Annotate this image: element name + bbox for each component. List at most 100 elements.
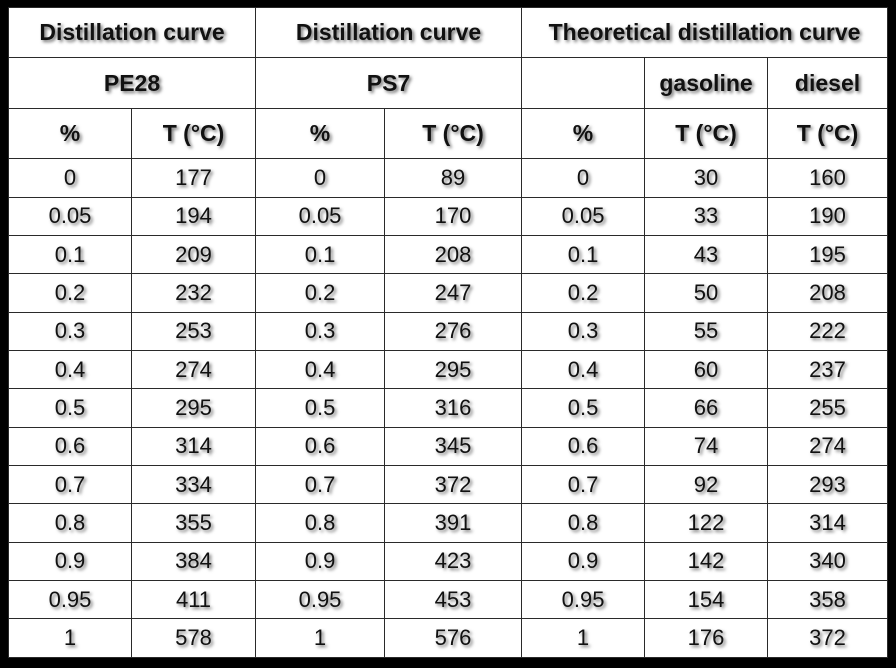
cell-theoretical-pct: 1 — [521, 618, 646, 658]
table-row: 0 177 0 89 0 30 160 — [8, 158, 889, 198]
cell-ps7-pct: 0.4 — [255, 350, 386, 390]
cell-gasoline-temp: 66 — [644, 388, 769, 428]
cell-gasoline-temp: 74 — [644, 426, 769, 467]
cell-diesel-temp: 274 — [767, 426, 889, 467]
cell-gasoline-temp: 176 — [644, 618, 769, 658]
cell-pe28-temp: 411 — [130, 580, 257, 620]
cell-diesel-temp: 208 — [767, 273, 889, 313]
cell-pe28-pct: 0.6 — [8, 426, 132, 467]
cell-pe28-temp: 209 — [130, 235, 257, 275]
sample-header-pe28: PE28 — [7, 57, 257, 109]
sample-header-diesel: diesel — [767, 57, 889, 109]
header-row-units: % T (°C) % T (°C) % T (°C) T (°C) — [8, 107, 889, 160]
cell-theoretical-pct: 0.05 — [521, 196, 646, 237]
cell-ps7-pct: 0.3 — [255, 311, 386, 352]
cell-ps7-temp: 89 — [384, 158, 523, 198]
cell-theoretical-pct: 0.6 — [521, 426, 646, 467]
cell-theoretical-pct: 0.8 — [521, 503, 646, 543]
cell-pe28-temp: 384 — [130, 541, 257, 582]
cell-ps7-temp: 316 — [384, 388, 523, 428]
cell-ps7-temp: 247 — [384, 273, 523, 313]
cell-ps7-temp: 208 — [384, 235, 523, 275]
group-header-pe28: Distillation curve — [7, 6, 257, 59]
cell-pe28-temp: 314 — [130, 426, 257, 467]
cell-diesel-temp: 222 — [767, 311, 889, 352]
table-row: 0.9 384 0.9 423 0.9 142 340 — [8, 541, 889, 582]
cell-pe28-temp: 334 — [130, 465, 257, 505]
cell-pe28-temp: 253 — [130, 311, 257, 352]
cell-gasoline-temp: 43 — [644, 235, 769, 275]
cell-ps7-temp: 576 — [384, 618, 523, 658]
table-row: 0.3 253 0.3 276 0.3 55 222 — [8, 311, 889, 352]
cell-pe28-temp: 274 — [130, 350, 257, 390]
cell-theoretical-pct: 0.3 — [521, 311, 646, 352]
cell-gasoline-temp: 142 — [644, 541, 769, 582]
table-row: 1 578 1 576 1 176 372 — [8, 618, 889, 658]
cell-pe28-temp: 194 — [130, 196, 257, 237]
cell-theoretical-pct: 0.1 — [521, 235, 646, 275]
cell-theoretical-pct: 0.95 — [521, 580, 646, 620]
cell-theoretical-pct: 0.4 — [521, 350, 646, 390]
cell-pe28-temp: 232 — [130, 273, 257, 313]
cell-pe28-pct: 0.05 — [8, 196, 132, 237]
cell-pe28-pct: 0.1 — [8, 235, 132, 275]
cell-gasoline-temp: 50 — [644, 273, 769, 313]
table-row: 0.95 411 0.95 453 0.95 154 358 — [8, 580, 889, 620]
cell-ps7-temp: 391 — [384, 503, 523, 543]
cell-gasoline-temp: 60 — [644, 350, 769, 390]
cell-gasoline-temp: 122 — [644, 503, 769, 543]
col-header-temp: T (°C) — [130, 107, 257, 160]
cell-pe28-pct: 0 — [8, 158, 132, 198]
col-header-temp: T (°C) — [767, 107, 889, 160]
cell-ps7-pct: 0 — [255, 158, 386, 198]
distillation-table: Distillation curve Distillation curve Th… — [7, 6, 889, 658]
table-row: 0.6 314 0.6 345 0.6 74 274 — [8, 426, 889, 467]
cell-diesel-temp: 372 — [767, 618, 889, 658]
table-row: 0.2 232 0.2 247 0.2 50 208 — [8, 273, 889, 313]
cell-ps7-temp: 170 — [384, 196, 523, 237]
cell-theoretical-pct: 0.7 — [521, 465, 646, 505]
cell-gasoline-temp: 33 — [644, 196, 769, 237]
cell-pe28-pct: 0.2 — [8, 273, 132, 313]
cell-pe28-pct: 0.9 — [8, 541, 132, 582]
cell-gasoline-temp: 30 — [644, 158, 769, 198]
cell-pe28-pct: 0.5 — [8, 388, 132, 428]
cell-diesel-temp: 255 — [767, 388, 889, 428]
cell-ps7-pct: 1 — [255, 618, 386, 658]
table-row: 0.4 274 0.4 295 0.4 60 237 — [8, 350, 889, 390]
col-header-temp: T (°C) — [384, 107, 523, 160]
cell-pe28-temp: 355 — [130, 503, 257, 543]
cell-theoretical-pct: 0.5 — [521, 388, 646, 428]
cell-ps7-pct: 0.9 — [255, 541, 386, 582]
cell-gasoline-temp: 55 — [644, 311, 769, 352]
cell-diesel-temp: 293 — [767, 465, 889, 505]
col-header-temp: T (°C) — [644, 107, 769, 160]
cell-diesel-temp: 358 — [767, 580, 889, 620]
header-row-samples: PE28 PS7 gasoline diesel — [7, 57, 889, 109]
table-row: 0.05 194 0.05 170 0.05 33 190 — [8, 196, 889, 237]
cell-theoretical-pct: 0.2 — [521, 273, 646, 313]
cell-theoretical-pct: 0 — [521, 158, 646, 198]
cell-pe28-temp: 295 — [130, 388, 257, 428]
cell-diesel-temp: 195 — [767, 235, 889, 275]
cell-ps7-pct: 0.95 — [255, 580, 386, 620]
cell-pe28-pct: 0.4 — [8, 350, 132, 390]
cell-gasoline-temp: 154 — [644, 580, 769, 620]
cell-pe28-pct: 0.8 — [8, 503, 132, 543]
cell-diesel-temp: 237 — [767, 350, 889, 390]
cell-pe28-pct: 0.3 — [8, 311, 132, 352]
table-row: 0.1 209 0.1 208 0.1 43 195 — [8, 235, 889, 275]
cell-ps7-temp: 423 — [384, 541, 523, 582]
sample-header-ps7: PS7 — [255, 57, 523, 109]
group-header-theoretical: Theoretical distillation curve — [521, 6, 889, 59]
table-row: 0.8 355 0.8 391 0.8 122 314 — [8, 503, 889, 543]
cell-pe28-temp: 578 — [130, 618, 257, 658]
cell-ps7-pct: 0.1 — [255, 235, 386, 275]
cell-ps7-pct: 0.8 — [255, 503, 386, 543]
group-header-ps7: Distillation curve — [255, 6, 523, 59]
cell-pe28-pct: 1 — [8, 618, 132, 658]
cell-ps7-temp: 372 — [384, 465, 523, 505]
cell-diesel-temp: 340 — [767, 541, 889, 582]
table-row: 0.5 295 0.5 316 0.5 66 255 — [8, 388, 889, 428]
